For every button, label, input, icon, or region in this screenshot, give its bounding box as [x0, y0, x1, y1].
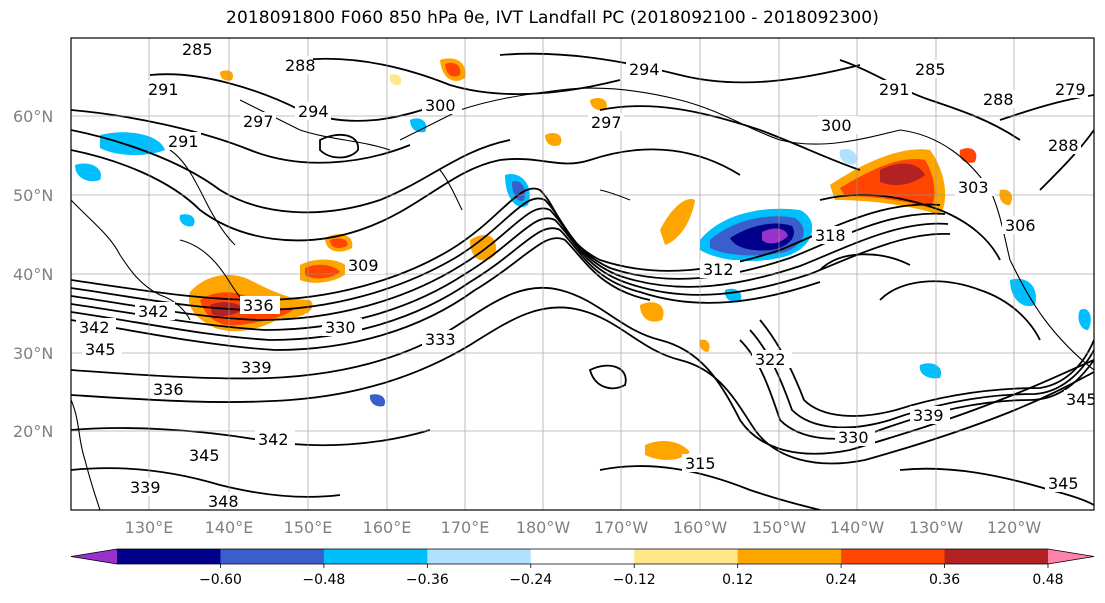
- contour-label: 342: [258, 430, 289, 449]
- contour-label: 279: [1055, 80, 1086, 99]
- lat-tick-label: 30°N: [13, 344, 53, 363]
- contour-label: 291: [148, 80, 179, 99]
- contour-label: 291: [879, 80, 910, 99]
- lat-tick-label: 20°N: [13, 422, 53, 441]
- colorbar-extend-high: [1048, 549, 1094, 564]
- colorbar-tick-label: 0.36: [929, 572, 960, 588]
- contour-label: 348: [208, 492, 239, 511]
- colorbar-tick-label: 0.24: [826, 572, 857, 588]
- lon-tick-label: 170°E: [441, 518, 490, 537]
- colorbar-tick-label: −0.12: [613, 572, 656, 588]
- contour-label: 322: [755, 350, 786, 369]
- colorbar-tick-label: −0.36: [406, 572, 449, 588]
- colorbar-segment: [737, 549, 842, 564]
- contour-label: 285: [915, 60, 946, 79]
- lon-tick-label: 120°W: [987, 518, 1042, 537]
- contour-label: 294: [629, 60, 660, 79]
- contour-label: 300: [425, 96, 456, 115]
- contour-label: 345: [1066, 390, 1097, 409]
- lon-tick-label: 140°E: [205, 518, 254, 537]
- lon-tick-label: 150°W: [752, 518, 807, 537]
- contour-label: 345: [1048, 474, 1079, 493]
- colorbar-segment: [427, 549, 532, 564]
- lat-tick-label: 60°N: [13, 107, 53, 126]
- map-title: 2018091800 F060 850 hPa θe, IVT Landfall…: [226, 8, 879, 28]
- colorbar-tick-label: −0.60: [199, 572, 242, 588]
- contour-label: 309: [348, 256, 379, 275]
- colorbar-tick-label: −0.24: [509, 572, 552, 588]
- contour-label: 294: [298, 102, 329, 121]
- contour-label: 333: [425, 330, 456, 349]
- colorbar-segment: [220, 549, 325, 564]
- contour-label: 339: [241, 358, 272, 377]
- contour-label: 288: [1048, 136, 1079, 155]
- contour-label: 330: [325, 318, 356, 337]
- colorbar-segment: [944, 549, 1049, 564]
- lon-tick-label: 130°W: [909, 518, 964, 537]
- contour-label: 339: [130, 478, 161, 497]
- contour-label: 342: [138, 302, 169, 321]
- lon-tick-label: 140°W: [830, 518, 885, 537]
- contour-label: 318: [815, 226, 846, 245]
- contour-label: 303: [958, 178, 989, 197]
- colorbar-extend-low: [71, 549, 117, 564]
- lat-tick-label: 40°N: [13, 265, 53, 284]
- contour-label: 336: [243, 296, 274, 315]
- contour-labels: 285 288 291 291 294 297 300 297 294 285 …: [76, 40, 1097, 511]
- contour-label: 315: [685, 454, 716, 473]
- lon-tick-label: 160°W: [673, 518, 728, 537]
- lon-tick-label: 170°W: [594, 518, 649, 537]
- lon-tick-label: 150°E: [284, 518, 333, 537]
- map-plot-area: 285 288 291 291 294 297 300 297 294 285 …: [71, 38, 1097, 511]
- latitude-axis: 60°N 50°N 40°N 30°N 20°N: [13, 107, 53, 441]
- contour-label: 330: [838, 428, 869, 447]
- lon-tick-label: 180°W: [516, 518, 571, 537]
- colorbar-tick-label: −0.48: [302, 572, 345, 588]
- contour-label: 345: [85, 340, 116, 359]
- longitude-axis: 130°E 140°E 150°E 160°E 170°E 180°W 170°…: [125, 518, 1042, 537]
- contour-label: 288: [983, 90, 1014, 109]
- colorbar-segment: [634, 549, 739, 564]
- lon-tick-label: 130°E: [125, 518, 174, 537]
- contour-label: 297: [591, 113, 622, 132]
- contour-label: 291: [168, 132, 199, 151]
- lat-tick-label: 50°N: [13, 186, 53, 205]
- contour-label: 339: [913, 406, 944, 425]
- colorbar-tick-label: 0.48: [1032, 572, 1063, 588]
- contour-label: 300: [821, 116, 852, 135]
- contour-label: 342: [79, 318, 110, 337]
- contour-label: 336: [153, 380, 184, 399]
- colorbar-segment: [530, 549, 635, 564]
- contour-label: 297: [243, 112, 274, 131]
- colorbar-outline: [70, 548, 1095, 565]
- lon-tick-label: 160°E: [363, 518, 412, 537]
- theta-e-contours: [71, 52, 1094, 510]
- map-frame: [70, 37, 1095, 511]
- contour-label: 345: [189, 446, 220, 465]
- colorbar-segment: [117, 549, 221, 564]
- colorbar-segment: [323, 549, 428, 564]
- colorbar: −0.60 −0.48 −0.36 −0.24 −0.12 0.12 0.24 0.36 0.4…: [70, 548, 1095, 588]
- contour-label: 285: [182, 40, 213, 59]
- contour-label: 288: [285, 56, 316, 75]
- colorbar-segment: [841, 549, 946, 564]
- contour-label: 312: [703, 260, 734, 279]
- contour-label: 306: [1005, 216, 1036, 235]
- colorbar-tick-label: 0.12: [722, 572, 753, 588]
